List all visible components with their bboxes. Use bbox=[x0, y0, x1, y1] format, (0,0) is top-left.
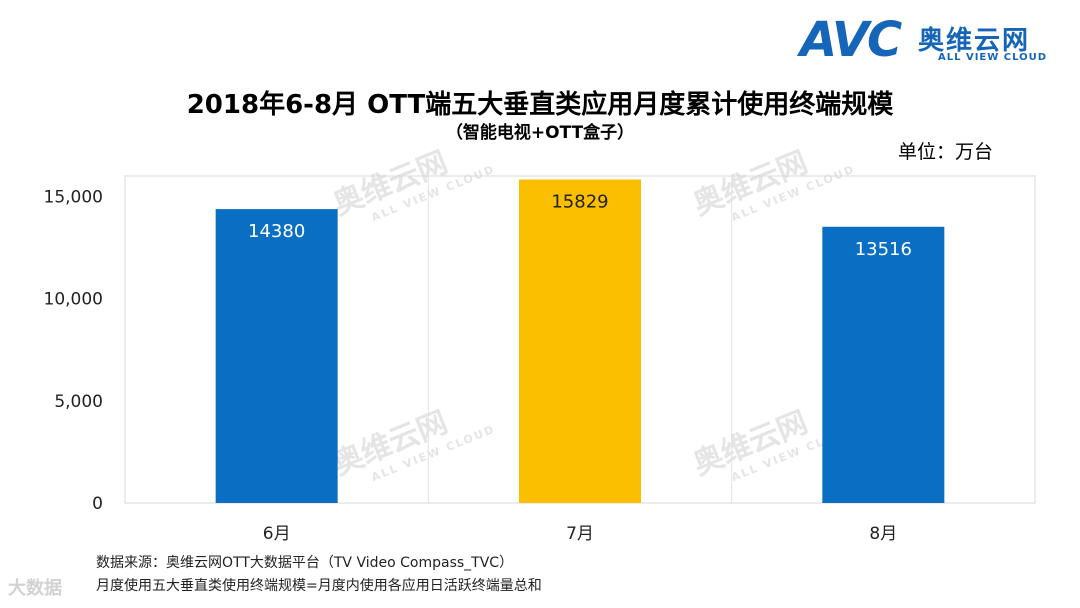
chart-title: 2018年6-8月 OTT端五大垂直类应用月度累计使用终端规模 bbox=[186, 90, 894, 120]
data-label: 13516 bbox=[855, 239, 912, 260]
bar bbox=[822, 226, 945, 503]
bar bbox=[519, 179, 641, 503]
bar bbox=[215, 209, 338, 503]
x-tick-label: 8月 bbox=[869, 524, 897, 544]
y-tick-label: 15,000 bbox=[44, 187, 103, 207]
data-label: 15829 bbox=[551, 191, 608, 212]
logo-mark: AVC bbox=[800, 12, 902, 68]
chart-subtitle: （智能电视+OTT盒子） bbox=[445, 123, 635, 143]
y-tick-label: 5,000 bbox=[54, 392, 103, 412]
corner-watermark: 大数据 bbox=[8, 578, 62, 599]
footnote-source: 数据来源：奥维云网OTT大数据平台（TV Video Compass_TVC） bbox=[96, 555, 514, 571]
avc-logo: AVC 奥维云网 ALL VIEW CLOUD bbox=[800, 12, 1060, 70]
logo-name-en: ALL VIEW CLOUD bbox=[938, 52, 1048, 63]
y-tick-label: 10,000 bbox=[44, 290, 103, 310]
footnote-definition: 月度使用五大垂直类使用终端规模=月度内使用各应用日活跃终端量总和 bbox=[96, 578, 542, 594]
x-tick-label: 6月 bbox=[263, 524, 291, 544]
y-tick-label: 0 bbox=[92, 494, 103, 514]
data-label: 14380 bbox=[248, 221, 305, 242]
logo-name-cn: 奥维云网 bbox=[918, 26, 1031, 56]
unit-label: 单位：万台 bbox=[898, 141, 994, 163]
x-tick-label: 7月 bbox=[566, 524, 594, 544]
